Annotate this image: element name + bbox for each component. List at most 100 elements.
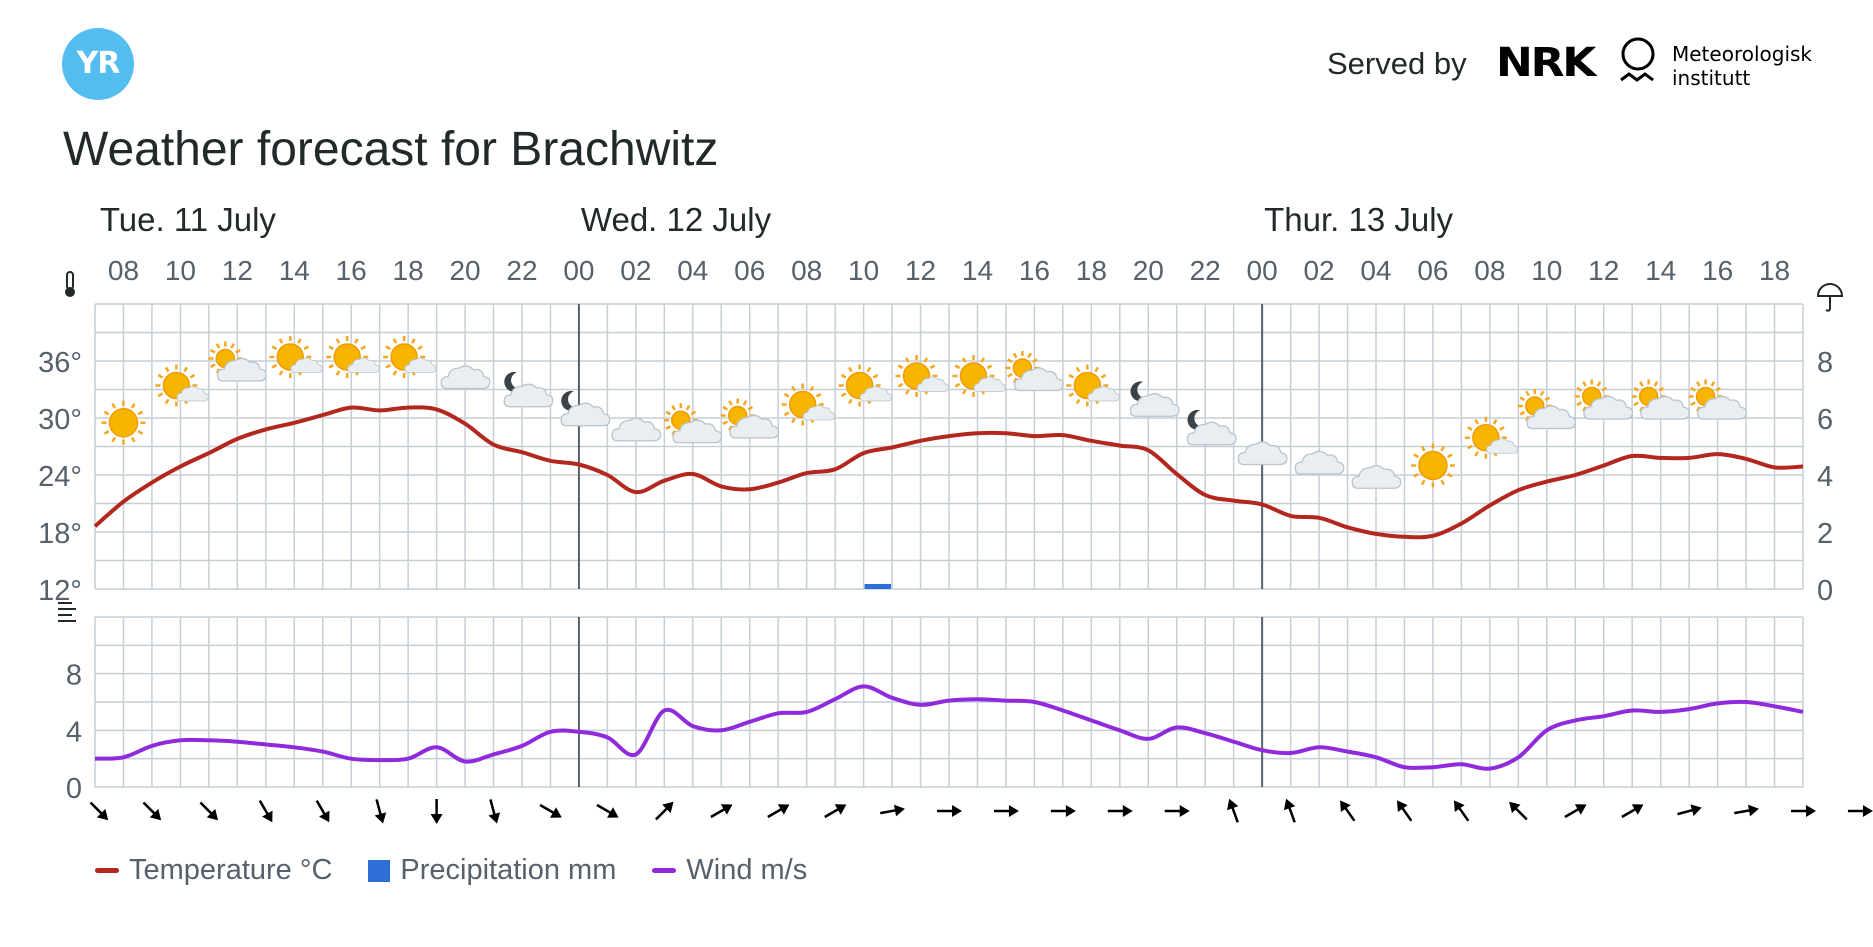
legend-temperature: Temperature °C [95, 854, 332, 887]
cloud-shape [1294, 450, 1345, 475]
sun-ray [961, 389, 967, 395]
thermometer-stem [66, 271, 74, 290]
sun-ray [130, 403, 136, 409]
sun-ray [271, 363, 278, 369]
hour-tick-label: 20 [1133, 255, 1164, 286]
cloudy-icon [1294, 450, 1345, 475]
sun-ray [303, 345, 310, 351]
sun-ray [1710, 381, 1716, 387]
cloud-shape [176, 385, 209, 402]
cloud-shape [503, 383, 554, 408]
hour-tick-label: 00 [1247, 255, 1278, 286]
hour-tick-label: 16 [336, 255, 367, 286]
sun-ray [1440, 445, 1446, 452]
temperature-line [93, 405, 1804, 540]
sun-ray [1653, 381, 1659, 387]
hour-tick-label: 04 [677, 255, 708, 286]
umbrella-handle [1825, 296, 1831, 312]
sun-ray [1068, 392, 1075, 398]
cloud-shape [672, 419, 723, 444]
wind-direction-arrow [1283, 798, 1296, 823]
sun-ray [1094, 366, 1099, 373]
hour-tick-label: 10 [1531, 255, 1562, 286]
met-institute-logo-icon[interactable] [1618, 36, 1658, 92]
partly-cloudy-day-icon [1005, 351, 1064, 392]
cloud-body [440, 365, 491, 390]
sun-ray [1467, 426, 1473, 431]
cloud-shape [1237, 441, 1288, 466]
sun-ray [297, 338, 302, 344]
sun-ray [742, 400, 748, 406]
sun-ray [1075, 398, 1081, 405]
cloudy-icon [440, 365, 491, 390]
wind-direction-arrow [1164, 805, 1190, 817]
hour-tick-label: 12 [1588, 255, 1619, 286]
arrow-head [262, 810, 273, 823]
cloud-body [916, 376, 949, 392]
wind-direction-arrow [1677, 804, 1702, 817]
sun-ray [137, 410, 144, 416]
cloud-shape [1351, 465, 1402, 489]
sun-ray [335, 370, 341, 376]
partly-cloudy-day-icon [208, 341, 267, 382]
arrow-head [720, 804, 733, 815]
cloud-body [1486, 438, 1519, 454]
sun-ray [848, 398, 853, 405]
sun-ray [954, 382, 961, 388]
umbrella-icon [1816, 283, 1844, 312]
arrow-head [1747, 804, 1759, 817]
sun-ray [1576, 401, 1582, 407]
hour-tick-label: 16 [1019, 255, 1050, 286]
sun-ray [1519, 410, 1526, 416]
hour-tick-label: 16 [1702, 255, 1733, 286]
wind-direction-arrow [1791, 805, 1816, 817]
partly-cloudy-day-icon [1574, 379, 1634, 420]
cloud-body [290, 357, 323, 373]
wind-axis-label: 4 [66, 716, 82, 748]
sun-ray [685, 404, 691, 411]
arrow-head [1453, 800, 1465, 812]
sun-ray [665, 410, 672, 416]
sun-ray [360, 345, 367, 351]
sun-ray [354, 338, 359, 344]
sun-ray [130, 436, 136, 443]
arrow-head [1806, 805, 1816, 817]
day-label: Wed. 12 July [581, 201, 772, 238]
arrow-head [1340, 800, 1351, 812]
cloud-body [1129, 393, 1180, 417]
clear-sky-day-icon [1410, 443, 1455, 488]
sun-ray [783, 411, 790, 417]
arrow-head [1397, 800, 1408, 812]
sun-ray [392, 338, 398, 344]
met-line-1: Meteorologisk [1672, 42, 1813, 66]
arrow-head [893, 804, 905, 817]
sun-ray [904, 357, 910, 363]
sun-ray [722, 420, 728, 426]
day-label: Thur. 13 July [1264, 201, 1453, 238]
moon-crescent [1130, 381, 1149, 402]
cloud-shape [440, 365, 491, 390]
wind-direction-arrow [710, 804, 733, 819]
arrow-head [149, 808, 162, 821]
hour-tick-label: 18 [393, 255, 424, 286]
legend-wind-label: Wind m/s [686, 854, 808, 886]
sun-ray [671, 404, 676, 411]
sun-ray [961, 357, 967, 363]
cloud-shape [216, 357, 267, 382]
nrk-logo[interactable]: NRK [1496, 40, 1596, 86]
hour-tick-label: 10 [848, 255, 879, 286]
wind-direction-arrow [430, 799, 443, 824]
sun-ray [1447, 472, 1453, 478]
temp-axis-label: 12° [38, 575, 82, 607]
wind-direction-arrow [1227, 798, 1239, 823]
sun-ray [1474, 450, 1479, 457]
moon-crescent [504, 371, 522, 392]
met-institute-name: Meteorologisk institutt [1672, 42, 1812, 90]
sun-ray [164, 366, 170, 373]
sun-ray [1447, 453, 1453, 459]
sun-ray [954, 364, 961, 370]
met-line-2: institutt [1672, 66, 1751, 90]
sun-ray [1601, 386, 1608, 392]
yr-logo[interactable]: YR [62, 28, 134, 100]
cloud-shape [729, 414, 780, 439]
